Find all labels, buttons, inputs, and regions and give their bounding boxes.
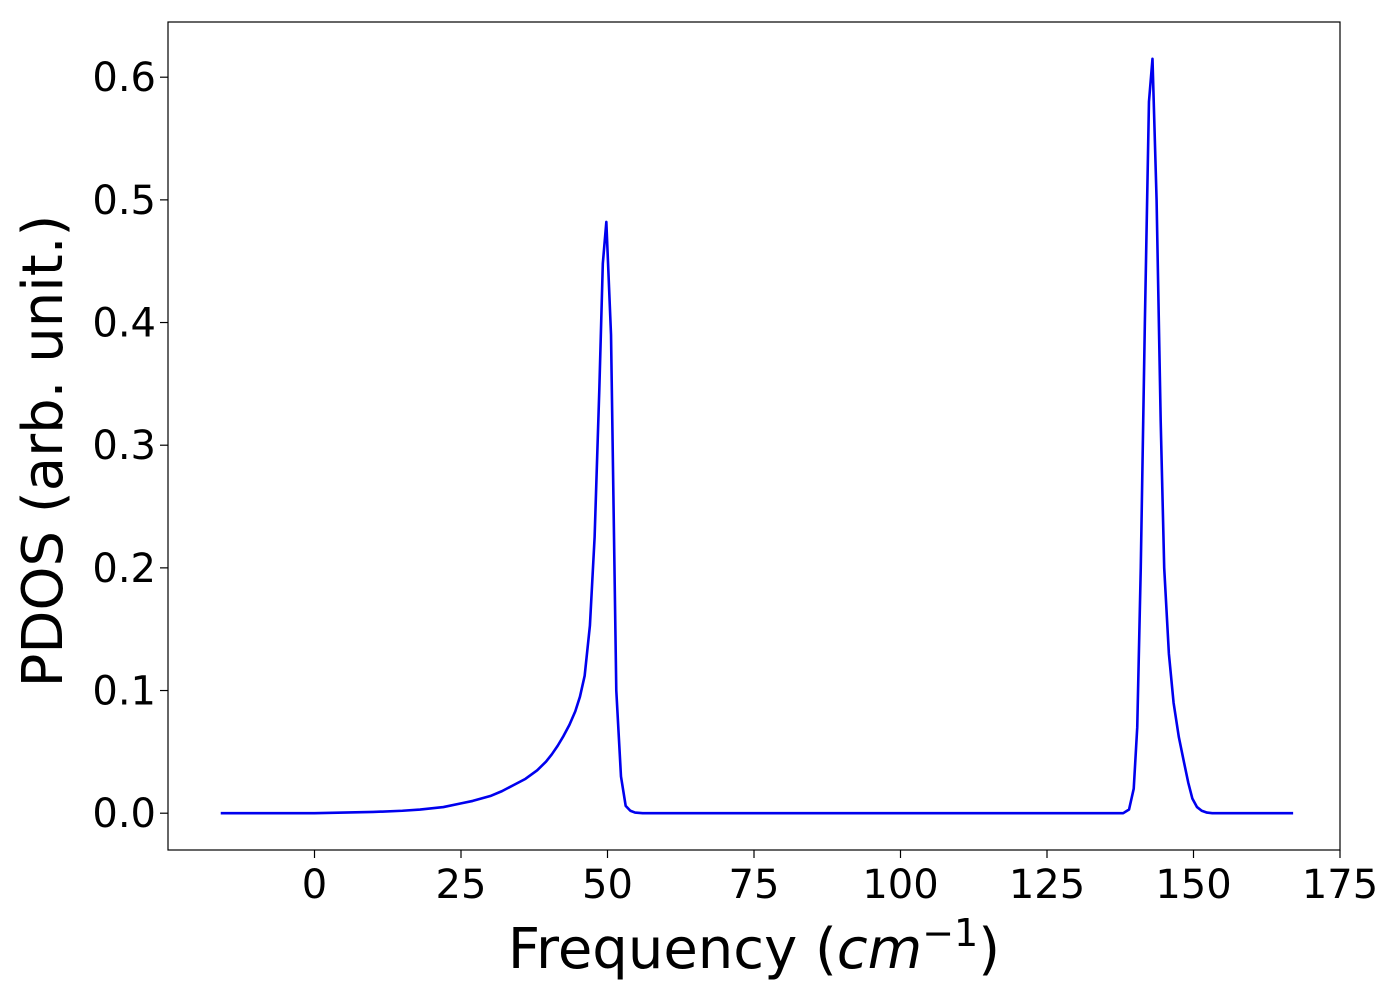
x-axis-label-text: Frequency (	[508, 917, 837, 982]
y-tick-label: 0.5	[92, 178, 156, 224]
y-tick-label: 0.1	[92, 669, 156, 715]
x-axis-label-exponent: −1	[922, 911, 978, 955]
y-axis-label: PDOS (arb. unit.)	[11, 215, 76, 688]
x-tick-label: 125	[1009, 862, 1085, 908]
y-tick-label: 0.6	[92, 55, 156, 101]
x-tick-label: 25	[436, 862, 487, 908]
x-axis-label: Frequency (cm−1)	[508, 911, 1000, 982]
x-axis-label-close: )	[978, 917, 1000, 982]
y-tick-label: 0.3	[92, 423, 156, 469]
x-tick-label: 75	[729, 862, 780, 908]
x-tick-label: 50	[582, 862, 633, 908]
x-axis-ticks: 0 25 50 75 100 125 150 175	[302, 850, 1378, 908]
y-tick-label: 0.4	[92, 301, 156, 347]
x-tick-label: 175	[1302, 862, 1378, 908]
x-tick-label: 100	[862, 862, 938, 908]
y-tick-label: 0.2	[92, 546, 156, 592]
x-axis-label-unit: cm	[837, 917, 922, 982]
x-tick-label: 0	[302, 862, 327, 908]
series-layer	[220, 57, 1294, 815]
y-axis-ticks: 0.0 0.1 0.2 0.3 0.4 0.5 0.6	[92, 55, 168, 837]
x-tick-label: 150	[1155, 862, 1231, 908]
y-tick-label: 0.0	[92, 791, 156, 837]
series-line-0	[220, 57, 1294, 815]
